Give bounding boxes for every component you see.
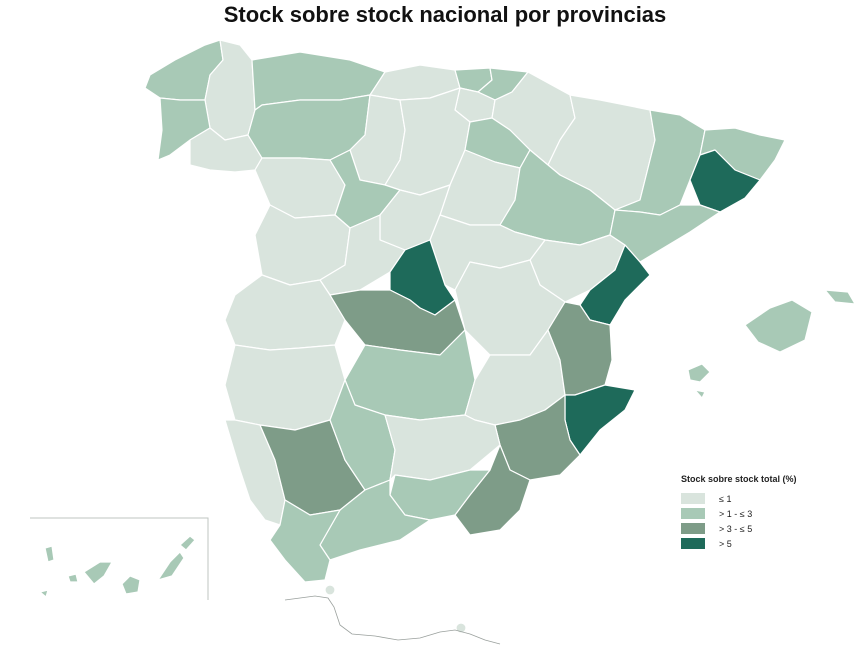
province-barcelona bbox=[689, 149, 761, 213]
map-legend: Stock sobre stock total (%) ≤ 1 > 1 - ≤ … bbox=[681, 474, 797, 551]
province-melilla bbox=[455, 622, 467, 634]
province-ibiza bbox=[687, 363, 711, 383]
legend-item: ≤ 1 bbox=[681, 491, 797, 506]
legend-swatch bbox=[681, 508, 705, 519]
legend-swatch bbox=[681, 493, 705, 504]
province-jaen bbox=[384, 414, 501, 481]
province-avila bbox=[319, 214, 406, 296]
province-badajoz bbox=[224, 344, 346, 431]
province-canarias-gomera bbox=[67, 573, 79, 583]
legend-label: ≤ 1 bbox=[719, 493, 732, 504]
legend-swatch bbox=[681, 538, 705, 549]
province-mallorca bbox=[744, 299, 813, 353]
province-canarias-fuerteventura bbox=[157, 551, 185, 581]
legend-label: > 5 bbox=[719, 538, 732, 549]
map-title: Stock sobre stock nacional por provincia… bbox=[223, 2, 667, 27]
north-africa-coastline bbox=[284, 595, 501, 645]
legend-label: > 3 - ≤ 5 bbox=[719, 523, 753, 534]
province-canarias-tenerife bbox=[83, 561, 113, 585]
legend-swatch bbox=[681, 523, 705, 534]
province-formentera bbox=[694, 389, 706, 399]
legend-label: > 1 - ≤ 3 bbox=[719, 508, 753, 519]
legend-title: Stock sobre stock total (%) bbox=[681, 474, 797, 484]
province-canarias-lanzarote bbox=[179, 535, 196, 551]
province-cadiz bbox=[269, 499, 341, 583]
province-menorca bbox=[824, 289, 856, 305]
province-tarragona bbox=[609, 204, 721, 263]
legend-item: > 3 - ≤ 5 bbox=[681, 521, 797, 536]
legend-item: > 5 bbox=[681, 536, 797, 551]
province-canarias-gran-canaria bbox=[121, 575, 141, 595]
canarias-inset-frame bbox=[30, 517, 209, 600]
legend-item: > 1 - ≤ 3 bbox=[681, 506, 797, 521]
province-alicante bbox=[564, 384, 636, 456]
province-ceuta bbox=[324, 584, 336, 596]
province-canarias-hierro bbox=[39, 589, 49, 598]
province-canarias-la-palma bbox=[44, 545, 55, 563]
